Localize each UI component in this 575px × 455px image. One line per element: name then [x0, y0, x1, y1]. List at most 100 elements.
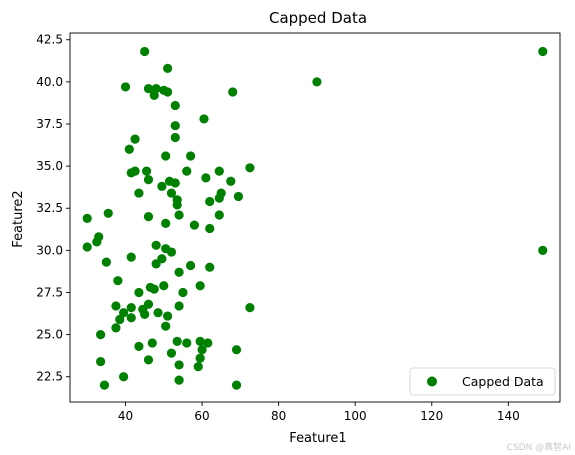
- data-point: [111, 301, 121, 311]
- data-point: [115, 314, 125, 325]
- data-point: [124, 144, 134, 154]
- data-point: [312, 77, 322, 87]
- data-point: [151, 259, 161, 269]
- data-point: [245, 163, 255, 173]
- data-point: [149, 90, 159, 100]
- data-point: [182, 338, 192, 348]
- data-point: [197, 345, 207, 355]
- data-point: [172, 336, 182, 346]
- data-point: [170, 132, 180, 143]
- data-point: [149, 284, 159, 294]
- data-point: [134, 287, 144, 298]
- data-point: [205, 196, 215, 207]
- y-tick-label: 42.5: [36, 33, 63, 47]
- data-point: [113, 276, 123, 286]
- data-point: [203, 338, 213, 348]
- data-point: [205, 223, 215, 234]
- data-point: [185, 260, 196, 271]
- x-tick-label: 140: [497, 409, 520, 423]
- data-point: [172, 200, 182, 210]
- data-point: [166, 188, 177, 198]
- data-point: [193, 362, 203, 372]
- data-point: [130, 166, 140, 176]
- y-tick-label: 32.5: [36, 201, 63, 215]
- data-point: [214, 166, 224, 176]
- data-point: [126, 252, 136, 262]
- y-tick-label: 27.5: [36, 285, 63, 299]
- data-point: [233, 191, 244, 202]
- data-point: [126, 313, 136, 323]
- y-axis-label: Feature2: [11, 190, 26, 247]
- y-tick-label: 35.0: [36, 159, 63, 173]
- data-point: [538, 245, 548, 255]
- y-tick-label: 37.5: [36, 117, 63, 131]
- data-point: [216, 188, 226, 198]
- x-axis-ticks: 40 60 80 100 120 140: [118, 402, 520, 423]
- data-point: [170, 178, 180, 188]
- data-point: [228, 87, 238, 97]
- data-point: [101, 257, 111, 267]
- data-point: [163, 63, 173, 73]
- x-tick-label: 100: [344, 409, 367, 423]
- x-tick-label: 120: [420, 409, 443, 423]
- data-point: [92, 237, 102, 247]
- data-point: [205, 262, 215, 272]
- data-point: [231, 345, 242, 355]
- data-point: [245, 303, 255, 313]
- data-point: [82, 213, 92, 223]
- data-point: [143, 174, 154, 185]
- x-axis-label: Feature1: [289, 431, 346, 446]
- data-point: [143, 299, 154, 309]
- data-point: [174, 267, 184, 277]
- data-point: [141, 166, 152, 176]
- watermark: CSDN @真智AI: [506, 443, 571, 453]
- data-point: [111, 323, 121, 333]
- y-axis-ticks: 22.5 25.0 27.5 30.0 32.5 35.0 37.5 40.0 42.5: [36, 33, 70, 384]
- data-point: [166, 348, 177, 358]
- data-point: [153, 308, 163, 318]
- data-point: [214, 210, 224, 220]
- data-point: [82, 242, 92, 252]
- data-point: [140, 309, 150, 319]
- data-point: [174, 210, 184, 220]
- data-point: [185, 151, 196, 161]
- data-point: [134, 188, 144, 198]
- data-point: [96, 356, 106, 367]
- x-tick-label: 40: [118, 409, 133, 423]
- y-tick-label: 25.0: [36, 328, 63, 342]
- data-point: [147, 338, 157, 348]
- data-point: [118, 308, 129, 318]
- data-point: [163, 311, 173, 321]
- data-point: [143, 212, 154, 222]
- data-point: [161, 321, 171, 331]
- legend-label: Capped Data: [462, 374, 544, 389]
- data-point: [103, 208, 113, 218]
- chart-title: Capped Data: [269, 9, 367, 27]
- data-point: [126, 303, 136, 313]
- data-points: [82, 46, 548, 390]
- data-point: [140, 46, 150, 57]
- data-point: [166, 247, 177, 257]
- data-point: [143, 355, 154, 365]
- y-tick-label: 22.5: [36, 370, 63, 384]
- y-tick-label: 40.0: [36, 75, 63, 89]
- legend: Capped Data: [409, 367, 556, 396]
- data-point: [189, 220, 200, 230]
- data-point: [182, 166, 192, 176]
- legend-marker: [427, 376, 437, 387]
- data-point: [174, 375, 184, 385]
- x-tick-label: 80: [271, 409, 286, 423]
- y-tick-label: 30.0: [36, 243, 63, 257]
- x-tick-label: 60: [194, 409, 209, 423]
- data-point: [174, 301, 184, 311]
- data-point: [170, 100, 180, 111]
- data-point: [195, 336, 205, 346]
- data-point: [538, 46, 548, 57]
- data-point: [134, 341, 144, 351]
- data-point: [96, 330, 106, 340]
- data-point: [130, 134, 140, 144]
- data-point: [195, 353, 205, 363]
- data-point: [161, 151, 171, 161]
- data-point: [157, 181, 167, 191]
